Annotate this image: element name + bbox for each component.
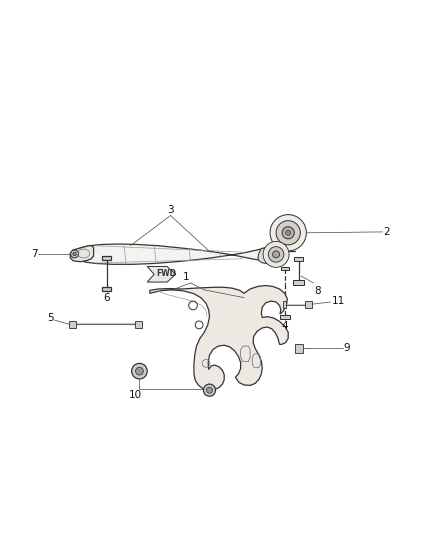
Polygon shape (150, 286, 288, 390)
FancyBboxPatch shape (69, 320, 76, 328)
Polygon shape (147, 266, 176, 282)
FancyBboxPatch shape (293, 280, 304, 285)
FancyBboxPatch shape (281, 266, 290, 270)
Text: 2: 2 (383, 227, 390, 237)
Polygon shape (258, 248, 277, 263)
Circle shape (132, 364, 147, 379)
Polygon shape (74, 244, 278, 264)
Text: FWD: FWD (157, 269, 177, 278)
Text: 4: 4 (282, 321, 289, 332)
Text: 10: 10 (128, 390, 141, 400)
Circle shape (135, 367, 143, 375)
Circle shape (272, 251, 279, 258)
Text: 9: 9 (343, 343, 350, 353)
Text: 11: 11 (332, 296, 345, 306)
Circle shape (71, 250, 78, 258)
FancyBboxPatch shape (280, 315, 290, 319)
Circle shape (268, 247, 284, 262)
Text: 7: 7 (31, 249, 37, 259)
Text: 3: 3 (167, 205, 174, 215)
Circle shape (203, 384, 215, 396)
FancyBboxPatch shape (134, 320, 141, 328)
FancyBboxPatch shape (102, 287, 111, 290)
Circle shape (286, 230, 291, 236)
FancyBboxPatch shape (305, 301, 311, 309)
Text: 1: 1 (183, 272, 190, 282)
Text: 8: 8 (314, 286, 321, 295)
FancyBboxPatch shape (283, 301, 286, 308)
Circle shape (263, 241, 289, 268)
FancyBboxPatch shape (102, 256, 111, 260)
Text: 5: 5 (47, 313, 54, 323)
FancyBboxPatch shape (294, 257, 303, 261)
Circle shape (73, 252, 76, 256)
Polygon shape (70, 246, 94, 262)
FancyBboxPatch shape (295, 344, 303, 352)
Circle shape (206, 387, 212, 393)
Circle shape (282, 227, 294, 239)
Text: 6: 6 (103, 293, 110, 303)
Circle shape (270, 215, 306, 251)
Circle shape (276, 221, 300, 245)
